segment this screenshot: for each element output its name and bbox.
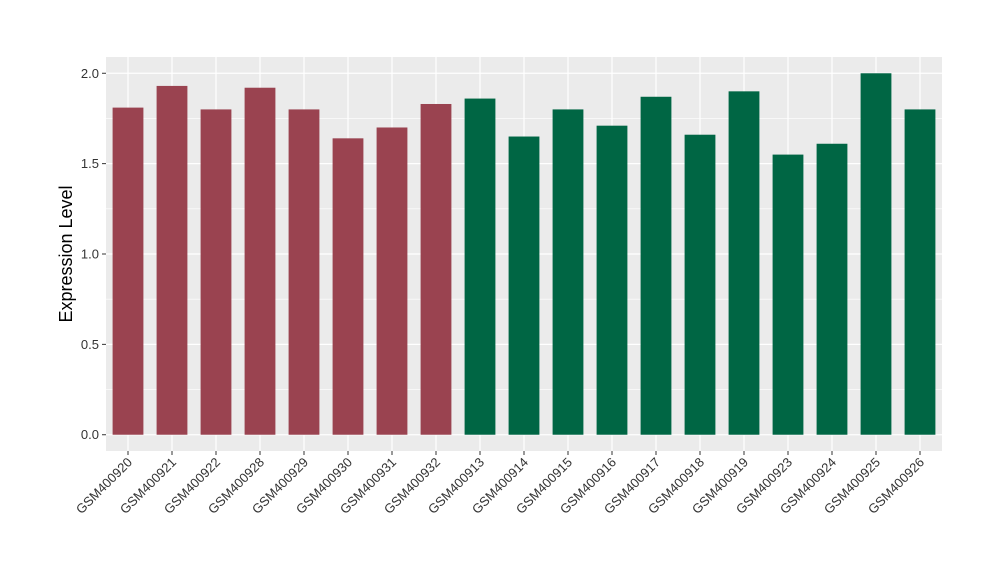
y-axis-title: Expression Level [56,185,76,322]
bar [112,107,144,435]
y-tick-label: 0.5 [81,337,99,352]
bar [200,109,232,435]
bar [772,154,804,435]
bar [640,96,672,435]
y-tick-label: 1.5 [81,156,99,171]
y-tick-label: 1.0 [81,247,99,262]
y-tick-label: 2.0 [81,66,99,81]
bar [860,73,892,435]
x-axis: GSM400920GSM400921GSM400922GSM400928GSM4… [73,451,927,517]
bar [596,125,628,435]
bar [508,136,540,435]
bar [684,134,716,435]
bars [112,73,936,435]
bar [904,109,936,435]
bar [288,109,320,435]
bar [376,127,408,435]
bar [552,109,584,435]
bar [156,85,188,435]
y-axis: 0.0 0.5 1.0 1.5 2.0 [81,66,106,442]
bar [420,103,452,435]
bar [816,143,848,435]
y-tick-label: 0.0 [81,427,99,442]
bar [332,138,364,435]
bar [464,98,496,435]
bar [244,87,276,435]
bar [728,91,760,435]
